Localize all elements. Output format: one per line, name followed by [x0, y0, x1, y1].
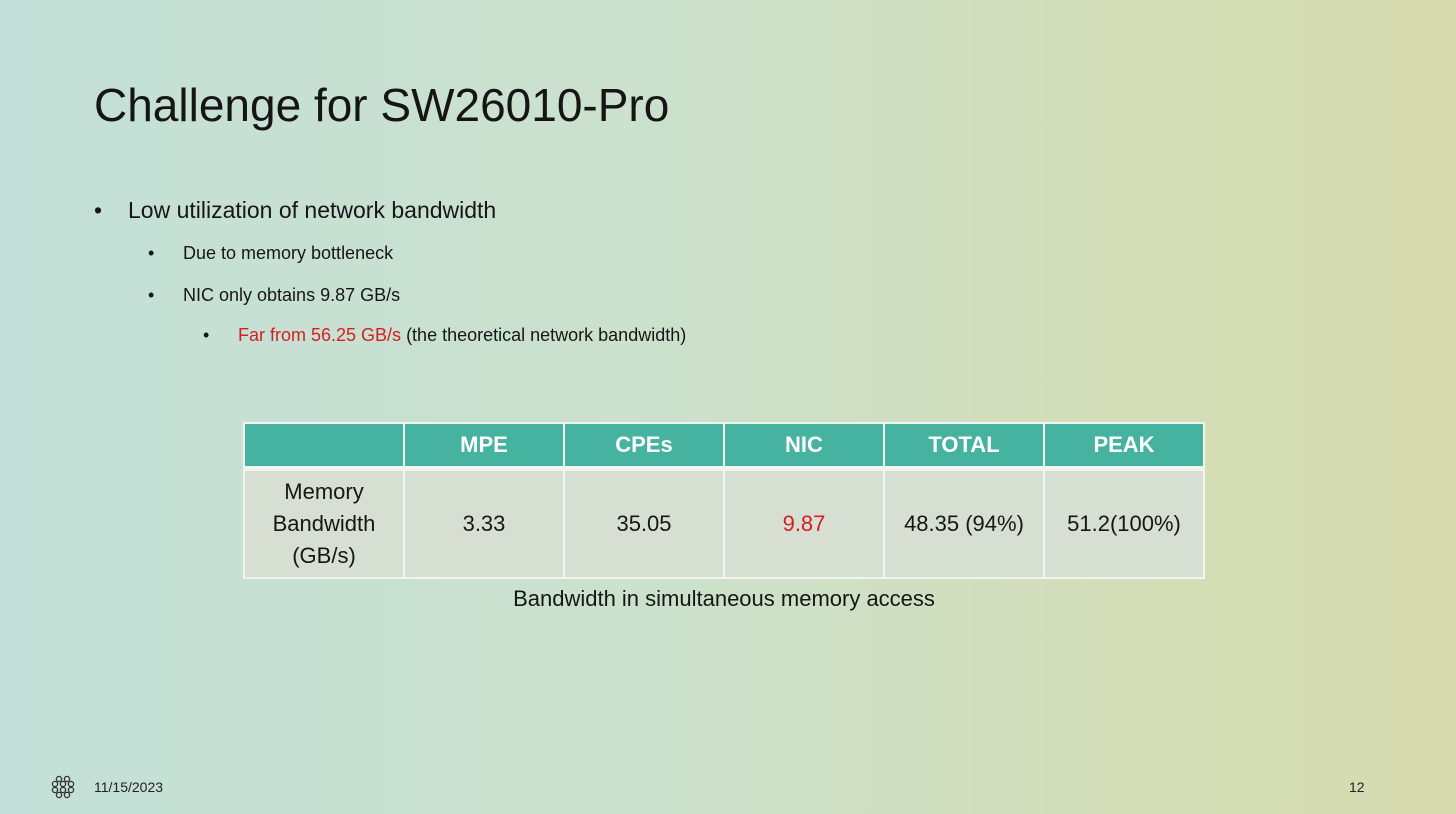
bullet-sub-sub-1-text: Far from 56.25 GB/s (the theoretical net… — [238, 325, 686, 346]
table-header-mpe: MPE — [403, 422, 565, 470]
table-header-empty — [243, 422, 405, 470]
row-label-line: (GB/s) — [292, 543, 356, 568]
row-label-memory-bandwidth: Memory Bandwidth (GB/s) — [243, 467, 405, 579]
bullet-dot: • — [148, 285, 155, 305]
table-header-peak: PEAK — [1043, 422, 1205, 470]
bullet-main-text: Low utilization of network bandwidth — [128, 197, 497, 223]
bullet-sub-1-text: Due to memory bottleneck — [183, 243, 394, 263]
row-label-line: Memory — [284, 479, 364, 504]
bullet-sub-2-text: NIC only obtains 9.87 GB/s — [183, 285, 401, 305]
cell-nic: 9.87 — [723, 467, 885, 579]
table-header-total: TOTAL — [883, 422, 1045, 470]
table-caption: Bandwidth in simultaneous memory access — [513, 586, 935, 611]
cell-cpes: 35.05 — [563, 467, 725, 579]
bullet-dot: • — [148, 243, 155, 263]
table-row: Memory Bandwidth (GB/s) 3.33 35.05 9.87 … — [243, 467, 1205, 579]
slide-title: Challenge for SW26010-Pro — [94, 79, 670, 131]
cell-peak: 51.2(100%) — [1043, 467, 1205, 579]
table-header-row: MPE CPEs NIC TOTAL PEAK — [243, 422, 1205, 470]
cell-total: 48.35 (94%) — [883, 467, 1045, 579]
footer-date: 11/15/2023 — [94, 779, 164, 795]
row-label-line: Bandwidth — [272, 511, 376, 536]
cell-mpe: 3.33 — [403, 467, 565, 579]
bullet-dot: • — [94, 197, 103, 223]
bandwidth-table: MPE CPEs NIC TOTAL PEAK Memory Bandwidth… — [243, 422, 1205, 579]
table-header-nic: NIC — [723, 422, 885, 470]
page-number: 12 — [1349, 779, 1365, 795]
highlighted-bandwidth: Far from 56.25 GB/s — [238, 325, 402, 345]
bullet-dot: • — [203, 325, 210, 345]
knot-logo-icon — [50, 774, 76, 800]
bullet-sub-sub-1-rest: (the theoretical network bandwidth) — [401, 325, 687, 345]
table-header-cpes: CPEs — [563, 422, 725, 470]
